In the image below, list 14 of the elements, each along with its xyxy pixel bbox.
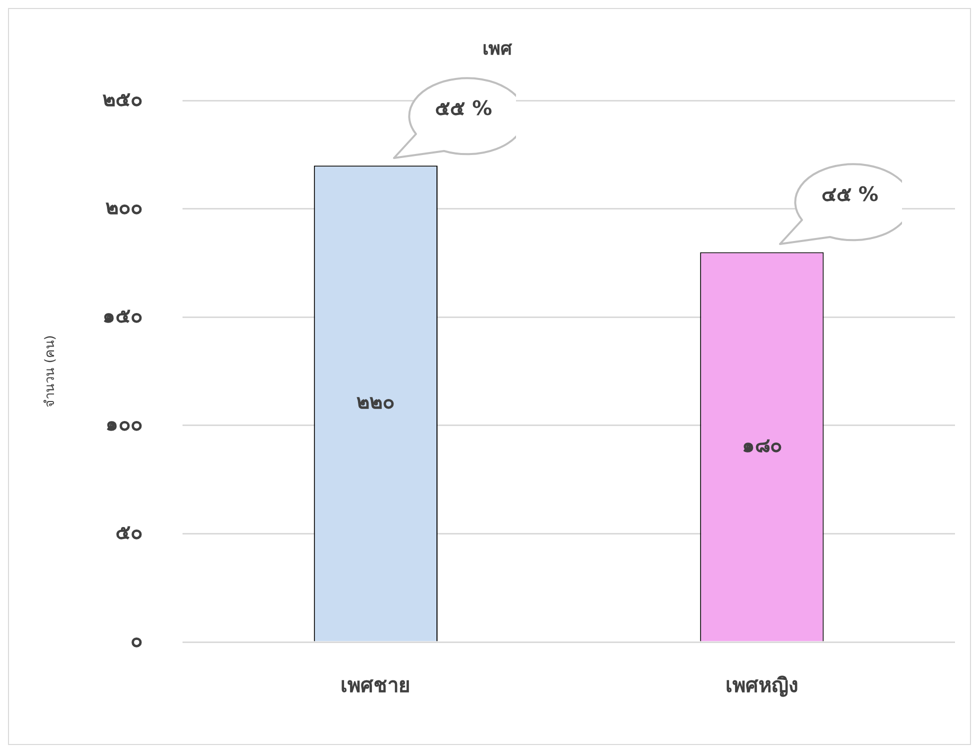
y-tick-label: ๒๕๐ — [102, 86, 143, 111]
y-tick-label: ๐ — [130, 628, 143, 652]
chart-title: เพศ — [482, 38, 512, 60]
x-tick-label: เพศหญิง — [725, 673, 798, 698]
y-tick-label: ๑๐๐ — [106, 412, 143, 436]
annotation: ๔๕ % — [820, 181, 880, 208]
y-tick-label: ๒๐๐ — [106, 195, 143, 220]
y-tick-label: ๕๐ — [116, 520, 143, 544]
data-label: ๒๒๐ — [356, 390, 395, 414]
y-axis-title: จำนวน (คน) — [43, 335, 58, 408]
x-tick-label: เพศชาย — [340, 673, 411, 698]
data-label: ๑๘๐ — [742, 432, 782, 457]
annotation: ๕๕ % — [434, 94, 494, 122]
y-tick-label: ๑๕๐ — [102, 303, 143, 328]
